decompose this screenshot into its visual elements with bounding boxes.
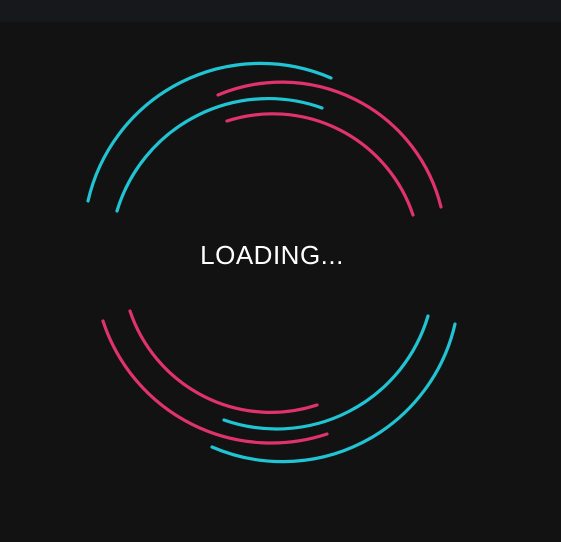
- lower-outer-pink-arc: [101, 319, 329, 445]
- loading-label: LOADING...: [200, 240, 344, 270]
- lower-outer-cyan-arc: [210, 322, 457, 464]
- upper-inner-pink-arc: [225, 112, 415, 217]
- lower-inner-pink-arc: [128, 309, 319, 415]
- browser-top-strip: [0, 0, 561, 22]
- lower-inner-cyan-arc: [222, 314, 430, 431]
- upper-inner-cyan-arc: [115, 97, 324, 213]
- upper-outer-cyan-arc: [86, 61, 333, 203]
- upper-outer-pink-arc: [216, 80, 443, 209]
